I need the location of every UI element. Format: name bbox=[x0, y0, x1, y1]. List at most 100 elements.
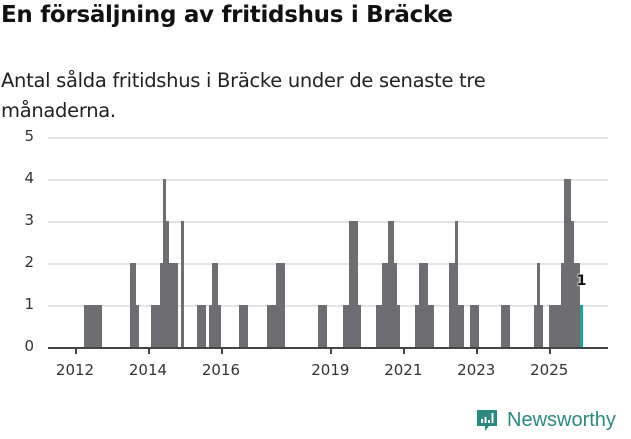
bar[interactable] bbox=[458, 305, 462, 347]
bar[interactable] bbox=[129, 263, 133, 347]
bar[interactable] bbox=[87, 305, 91, 347]
bar[interactable] bbox=[166, 221, 170, 347]
bar[interactable] bbox=[351, 221, 355, 347]
bar[interactable] bbox=[354, 221, 358, 347]
bar[interactable] bbox=[455, 221, 459, 347]
bar[interactable] bbox=[567, 179, 571, 347]
bar[interactable] bbox=[461, 305, 465, 347]
bar[interactable] bbox=[427, 305, 431, 347]
bar[interactable] bbox=[473, 305, 477, 347]
bar[interactable] bbox=[208, 305, 212, 347]
x-axis bbox=[48, 347, 608, 349]
bar[interactable] bbox=[275, 263, 279, 347]
bar[interactable] bbox=[157, 305, 161, 347]
y-tick-label: 5 bbox=[24, 127, 34, 145]
bar[interactable] bbox=[239, 305, 243, 347]
bar[interactable] bbox=[500, 305, 504, 347]
bar[interactable] bbox=[90, 305, 94, 347]
bar[interactable] bbox=[175, 263, 179, 347]
bar[interactable] bbox=[506, 305, 510, 347]
bar[interactable] bbox=[135, 305, 139, 347]
bar[interactable] bbox=[342, 305, 346, 347]
bar[interactable] bbox=[169, 263, 173, 347]
y-tick-label: 1 bbox=[24, 295, 34, 313]
bar[interactable] bbox=[430, 305, 434, 347]
bar[interactable] bbox=[415, 305, 419, 347]
bar[interactable] bbox=[382, 263, 386, 347]
bar[interactable] bbox=[181, 221, 185, 347]
bar[interactable] bbox=[549, 305, 553, 347]
bar-chart: 0 1 2 3 4 5 2012 2014 2016 2019 2021 2023 2025 1 bbox=[0, 125, 631, 390]
bar[interactable] bbox=[375, 305, 379, 347]
bar[interactable] bbox=[421, 263, 425, 347]
bar[interactable] bbox=[348, 221, 352, 347]
bar[interactable] bbox=[272, 305, 276, 347]
bar[interactable] bbox=[318, 305, 322, 347]
bar[interactable] bbox=[214, 263, 218, 347]
bar[interactable] bbox=[196, 305, 200, 347]
brand-name: Newsworthy bbox=[507, 408, 616, 431]
bar[interactable] bbox=[96, 305, 100, 347]
bar[interactable] bbox=[552, 305, 556, 347]
bar[interactable] bbox=[564, 179, 568, 347]
bar[interactable] bbox=[448, 263, 452, 347]
bar[interactable] bbox=[154, 305, 158, 347]
bar[interactable] bbox=[217, 305, 221, 347]
x-tick bbox=[476, 347, 479, 354]
y-tick-label: 0 bbox=[24, 337, 34, 355]
highlighted-bar[interactable] bbox=[579, 305, 583, 347]
y-tick-label: 3 bbox=[24, 211, 34, 229]
bar[interactable] bbox=[555, 305, 559, 347]
bar[interactable] bbox=[99, 305, 103, 347]
bar[interactable] bbox=[132, 263, 136, 347]
bar[interactable] bbox=[470, 305, 474, 347]
x-tick-label: 2016 bbox=[201, 361, 240, 379]
y-tick-label: 4 bbox=[24, 169, 34, 187]
bar[interactable] bbox=[151, 305, 155, 347]
bar[interactable] bbox=[324, 305, 328, 347]
bar[interactable] bbox=[321, 305, 325, 347]
bar[interactable] bbox=[394, 263, 398, 347]
bar[interactable] bbox=[573, 263, 577, 347]
bar[interactable] bbox=[281, 263, 285, 347]
bar[interactable] bbox=[245, 305, 249, 347]
bar[interactable] bbox=[397, 305, 401, 347]
bar[interactable] bbox=[418, 263, 422, 347]
bar[interactable] bbox=[160, 263, 164, 347]
bar[interactable] bbox=[570, 221, 574, 347]
x-tick bbox=[147, 347, 150, 354]
y-tick-label: 2 bbox=[24, 253, 34, 271]
bar[interactable] bbox=[172, 263, 176, 347]
bar[interactable] bbox=[451, 263, 455, 347]
bar[interactable] bbox=[266, 305, 270, 347]
bar[interactable] bbox=[424, 263, 428, 347]
bar[interactable] bbox=[202, 305, 206, 347]
bar[interactable] bbox=[269, 305, 273, 347]
newsworthy-logo[interactable]: Newsworthy bbox=[475, 408, 616, 432]
bar[interactable] bbox=[576, 263, 580, 347]
bar[interactable] bbox=[379, 305, 383, 347]
bar[interactable] bbox=[93, 305, 97, 347]
bar[interactable] bbox=[278, 263, 282, 347]
bar[interactable] bbox=[385, 263, 389, 347]
bar[interactable] bbox=[561, 263, 565, 347]
bar[interactable] bbox=[345, 305, 349, 347]
bar[interactable] bbox=[388, 221, 392, 347]
bar[interactable] bbox=[476, 305, 480, 347]
bar[interactable] bbox=[357, 305, 361, 347]
bar[interactable] bbox=[242, 305, 246, 347]
bar[interactable] bbox=[391, 221, 395, 347]
bar[interactable] bbox=[558, 305, 562, 347]
bar[interactable] bbox=[540, 305, 544, 347]
bar[interactable] bbox=[537, 263, 541, 347]
x-tick-label: 2014 bbox=[128, 361, 168, 379]
value-annotation: 1 bbox=[576, 273, 587, 289]
bar[interactable] bbox=[534, 305, 538, 347]
chart-subtitle: Antal sålda fritidshus i Bräcke under de… bbox=[1, 69, 486, 122]
bar[interactable] bbox=[503, 305, 507, 347]
bar[interactable] bbox=[211, 263, 215, 347]
bar[interactable] bbox=[199, 305, 203, 347]
bar[interactable] bbox=[163, 179, 167, 347]
bar[interactable] bbox=[84, 305, 88, 347]
x-tick-label: 2023 bbox=[457, 361, 496, 379]
